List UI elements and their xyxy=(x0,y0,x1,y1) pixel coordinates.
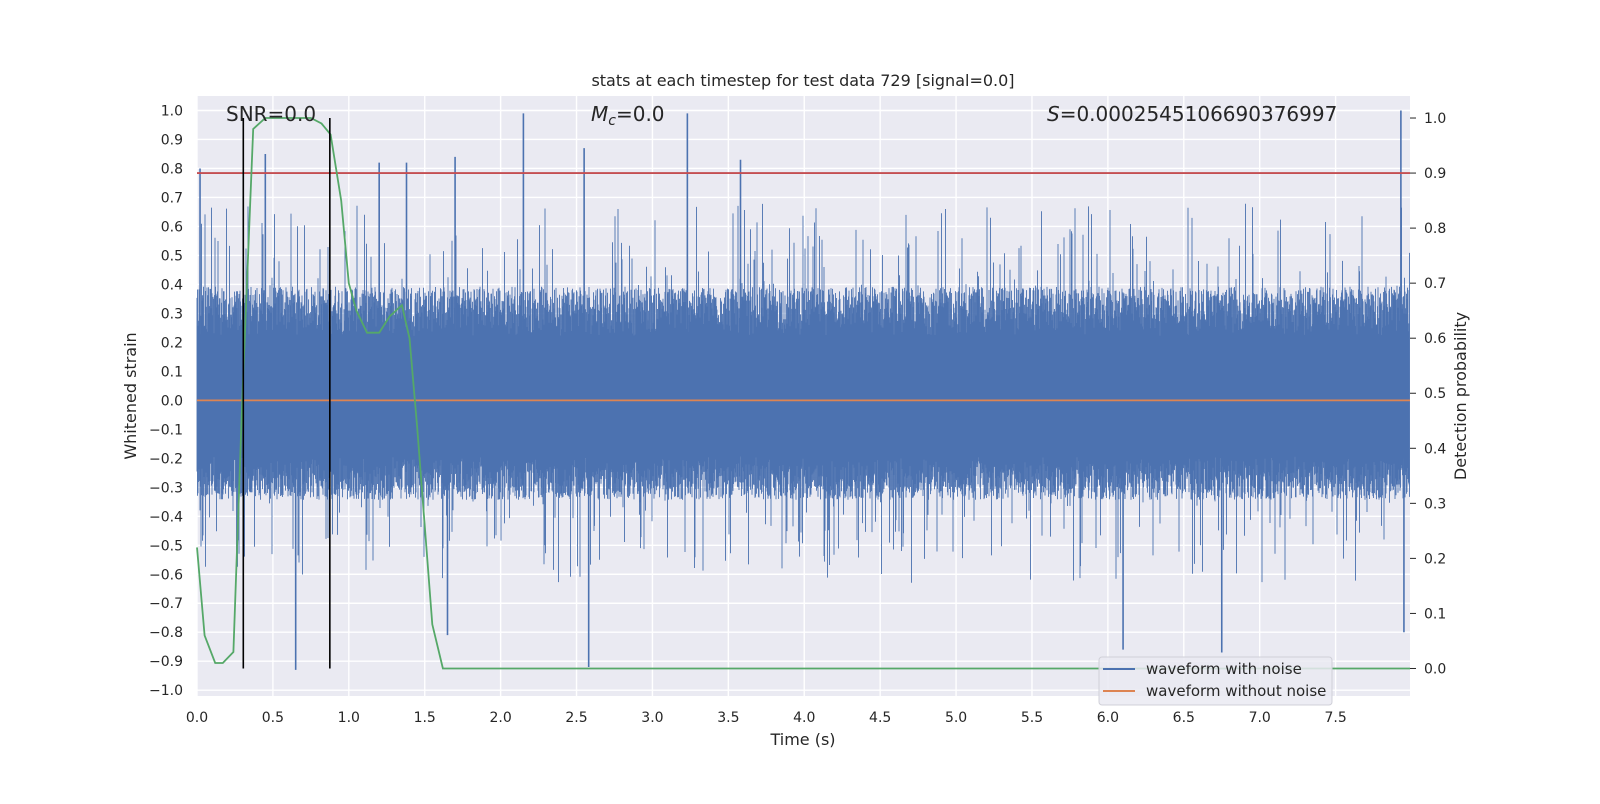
y-tick-label: −0.9 xyxy=(149,654,183,670)
right-axis-ticks: 1.0 0.9 0.8 0.7 0.6 0.5 0.4 0.3 0.2 0.1 0.0 xyxy=(1410,111,1446,677)
x-tick-label: 4.5 xyxy=(869,710,891,726)
y-tick-label: 0.7 xyxy=(161,190,183,206)
legend-label-clean: waveform without noise xyxy=(1146,682,1326,700)
left-axis-ticks: 1.0 0.9 0.8 0.7 0.6 0.5 0.4 0.3 0.2 0.1 0.0 −0.1 −0.… xyxy=(149,103,183,699)
y-tick-label: −1.0 xyxy=(149,683,183,699)
y2-tick-label: 0.3 xyxy=(1424,496,1446,512)
x-axis-label: Time (s) xyxy=(769,730,835,749)
y-tick-label: −0.3 xyxy=(149,480,183,496)
y-tick-label: −0.7 xyxy=(149,596,183,612)
y-tick-label: 0.4 xyxy=(161,277,183,293)
x-tick-label: 6.0 xyxy=(1097,710,1119,726)
y-tick-label: −0.6 xyxy=(149,567,183,583)
y2-tick-label: 0.9 xyxy=(1424,166,1446,182)
y2-tick-label: 0.6 xyxy=(1424,331,1446,347)
y2-tick-label: 0.2 xyxy=(1424,551,1446,567)
x-tick-label: 2.5 xyxy=(565,710,587,726)
y-tick-label: 0.5 xyxy=(161,248,183,264)
y2-tick-label: 0.5 xyxy=(1424,386,1446,402)
y2-tick-label: 0.1 xyxy=(1424,606,1446,622)
y2-axis-label: Detection probability xyxy=(1451,312,1470,480)
noise-body xyxy=(196,203,1410,583)
x-tick-label: 7.5 xyxy=(1324,710,1346,726)
y-tick-label: −0.4 xyxy=(149,509,183,525)
y-tick-label: 0.3 xyxy=(161,306,183,322)
x-tick-label: 4.0 xyxy=(793,710,815,726)
x-tick-label: 0.0 xyxy=(186,710,208,726)
y2-tick-label: 0.4 xyxy=(1424,441,1446,457)
x-tick-label: 7.0 xyxy=(1249,710,1271,726)
y-tick-label: −0.5 xyxy=(149,538,183,554)
detection-probability-line xyxy=(196,117,1410,670)
y-tick-label: 0.6 xyxy=(161,219,183,235)
y-tick-label: 0.8 xyxy=(161,161,183,177)
y2-tick-label: 0.8 xyxy=(1424,221,1446,237)
chart-title: stats at each timestep for test data 729… xyxy=(591,71,1014,90)
y-tick-label: 1.0 xyxy=(161,103,183,119)
y2-tick-label: 0.7 xyxy=(1424,276,1446,292)
x-axis-ticks: 0.0 0.5 1.0 1.5 2.0 2.5 3.0 3.5 4.0 4.5 5.0 5.5 6.0 6… xyxy=(186,710,1347,726)
legend-label-noise: waveform with noise xyxy=(1146,660,1302,678)
legend-box xyxy=(1098,656,1333,706)
x-tick-label: 5.5 xyxy=(1021,710,1043,726)
x-tick-label: 6.5 xyxy=(1173,710,1195,726)
y-axis-label: Whitened strain xyxy=(121,332,140,459)
score-annotation: S=0.0002545106690376997 xyxy=(1047,102,1337,126)
y2-tick-label: 0.0 xyxy=(1424,661,1446,677)
x-tick-label: 0.5 xyxy=(262,710,284,726)
y-tick-label: 0.2 xyxy=(161,335,183,351)
y-tick-label: −0.8 xyxy=(149,625,183,641)
y-tick-label: 0.1 xyxy=(161,364,183,380)
legend: waveform with noise waveform without noi… xyxy=(1098,656,1333,706)
y-tick-label: 0.0 xyxy=(161,393,183,409)
x-tick-label: 1.5 xyxy=(414,710,436,726)
y2-tick-label: 1.0 xyxy=(1424,111,1446,127)
overlays xyxy=(196,117,1410,670)
y-tick-label: −0.1 xyxy=(149,422,183,438)
y-tick-label: 0.9 xyxy=(161,132,183,148)
waveform-with-noise-series xyxy=(196,110,1410,670)
x-tick-label: 2.0 xyxy=(489,710,511,726)
x-tick-label: 3.5 xyxy=(717,710,739,726)
y-tick-label: −0.2 xyxy=(149,451,183,467)
x-tick-label: 1.0 xyxy=(338,710,360,726)
x-tick-label: 5.0 xyxy=(945,710,967,726)
x-tick-label: 3.0 xyxy=(641,710,663,726)
snr-annotation: SNR=0.0 xyxy=(226,102,316,126)
chirp-mass-annotation: Mc=0.0 xyxy=(591,102,665,129)
